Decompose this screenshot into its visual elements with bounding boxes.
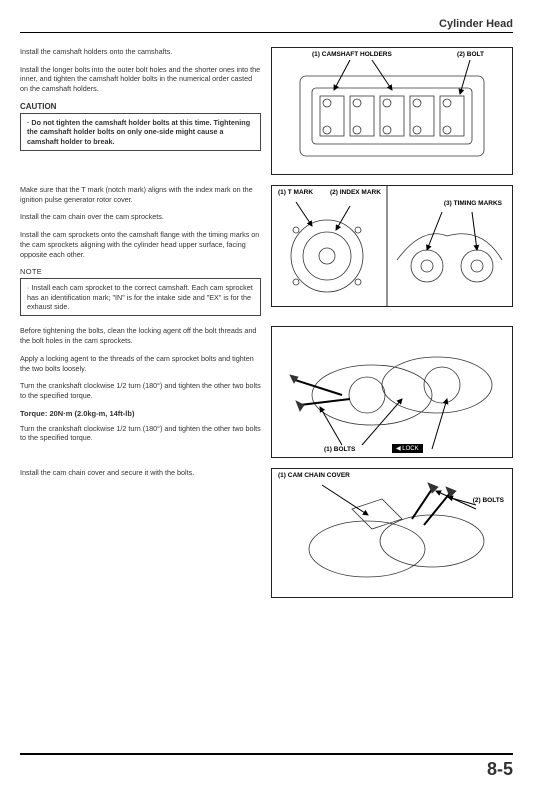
section-3: Before tightening the bolts, clean the l…	[20, 326, 513, 458]
sec3-p3: Turn the crankshaft clockwise 1/2 turn (…	[20, 381, 261, 400]
section-4: Install the cam chain cover and secure i…	[20, 468, 513, 598]
sec2-p2: Install the cam chain over the cam sproc…	[20, 212, 261, 222]
sec3-p4: Turn the crankshaft clockwise 1/2 turn (…	[20, 424, 261, 443]
note-heading: NOTE	[20, 267, 261, 276]
sec4-text: Install the cam chain cover and secure i…	[20, 468, 261, 486]
sec4-p1: Install the cam chain cover and secure i…	[20, 468, 261, 478]
fig4-label2: (2) BOLTS	[473, 497, 504, 504]
section-2: Make sure that the T mark (notch mark) a…	[20, 185, 513, 316]
sec2-figure: (1) T MARK (2) INDEX MARK (3) TIMING MAR…	[271, 185, 513, 307]
sec3-p1: Before tightening the bolts, clean the l…	[20, 326, 261, 345]
fig1-svg	[272, 48, 512, 175]
fig4-svg	[272, 469, 512, 598]
fig3-label1: (1) BOLTS	[324, 446, 355, 453]
torque-spec: Torque: 20N·m (2.0kg-m, 14ft-lb)	[20, 409, 261, 418]
page-number: 8-5	[487, 759, 513, 779]
sec3-figure: (1) BOLTS ◀ LOCK	[271, 326, 513, 458]
fig2-label1: (1) T MARK	[278, 189, 313, 196]
fig2-label2: (2) INDEX MARK	[330, 189, 381, 196]
fig1-label2: (2) BOLT	[457, 51, 484, 58]
page-footer: 8-5	[20, 753, 513, 780]
sec2-p1: Make sure that the T mark (notch mark) a…	[20, 185, 261, 204]
fig4-label1: (1) CAM CHAIN COVER	[278, 472, 350, 479]
sec3-p2: Apply a locking agent to the threads of …	[20, 354, 261, 373]
lock-badge: ◀ LOCK	[392, 444, 423, 453]
note-box: · Install each cam sprocket to the corre…	[20, 278, 261, 316]
fig1-label1: (1) CAMSHAFT HOLDERS	[312, 51, 392, 58]
header-title: Cylinder Head	[439, 18, 513, 30]
section-1: Install the camshaft holders onto the ca…	[20, 47, 513, 175]
sec1-figure: (1) CAMSHAFT HOLDERS (2) BOLT	[271, 47, 513, 175]
caution-text: Do not tighten the camshaft holder bolts…	[27, 118, 250, 146]
sec3-text: Before tightening the bolts, clean the l…	[20, 326, 261, 451]
fig3-svg	[272, 327, 512, 458]
caution-box: · Do not tighten the camshaft holder bol…	[20, 113, 261, 151]
sec2-p3: Install the cam sprockets onto the camsh…	[20, 230, 261, 259]
sec1-p1: Install the camshaft holders onto the ca…	[20, 47, 261, 57]
caution-heading: CAUTION	[20, 102, 261, 111]
sec2-text: Make sure that the T mark (notch mark) a…	[20, 185, 261, 316]
sec1-p2: Install the longer bolts into the outer …	[20, 65, 261, 94]
sec1-text: Install the camshaft holders onto the ca…	[20, 47, 261, 151]
fig2-label3: (3) TIMING MARKS	[444, 200, 502, 207]
page-header: Cylinder Head	[20, 18, 513, 33]
note-text: Install each cam sprocket to the correct…	[27, 283, 253, 311]
sec4-figure: (1) CAM CHAIN COVER (2) BOLTS	[271, 468, 513, 598]
